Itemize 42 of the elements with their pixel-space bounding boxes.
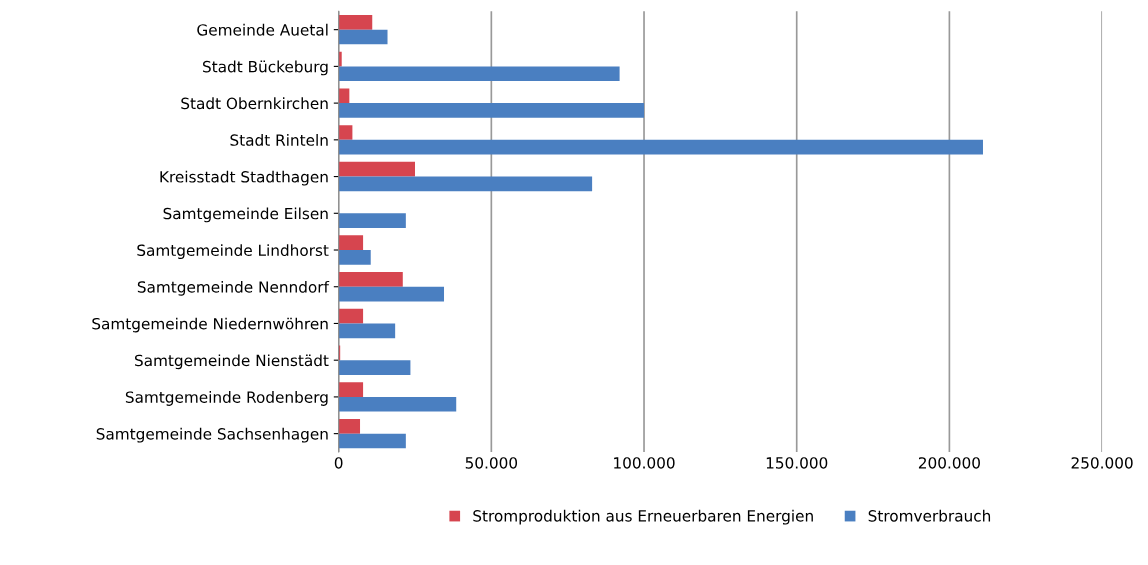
x-tick-label: 250.000: [1071, 457, 1133, 469]
bar: [338, 235, 364, 251]
bar: [338, 433, 406, 449]
x-tick-label: 0: [334, 457, 343, 469]
bar: [338, 213, 406, 228]
bar: [338, 396, 457, 412]
y-tick-label: Kreisstadt Stadthagen: [160, 170, 328, 186]
bar: [338, 161, 415, 177]
x-tick-label: 150.000: [766, 457, 828, 469]
legend-label: Stromverbrauch: [868, 509, 991, 522]
y-tick-label: Samtgemeinde Eilsen: [163, 207, 328, 223]
bar: [338, 286, 445, 302]
y-tick-label: Samtgemeinde Nenndorf: [137, 280, 330, 296]
bar: [338, 176, 593, 192]
bar: [338, 103, 645, 118]
y-tick-label: Samtgemeinde Sachsenhagen: [96, 427, 328, 443]
legend-label: Stromproduktion aus Erneuerbaren Energien: [473, 509, 813, 525]
y-tick-label: Stadt Bückeburg: [203, 60, 328, 76]
y-tick-label: Stadt Obernkirchen: [181, 97, 328, 110]
bar: [338, 272, 403, 287]
x-tick-label: 100.000: [614, 457, 675, 469]
x-tick-label: 200.000: [918, 457, 980, 469]
bar: [338, 66, 620, 82]
bar: [338, 382, 364, 397]
bar: [338, 14, 373, 30]
bar: [338, 323, 396, 339]
bar: [338, 88, 350, 104]
bar: [338, 51, 342, 67]
bar: [338, 308, 364, 324]
y-tick-label: Samtgemeinde Rodenberg: [125, 391, 328, 406]
bar: [338, 360, 411, 375]
bar: [338, 29, 388, 45]
bar: [338, 125, 353, 140]
y-tick-label: Samtgemeinde Nienstädt: [134, 354, 329, 370]
x-tick-label: 50.000: [465, 457, 518, 469]
bar: [338, 418, 361, 434]
y-tick-label: Samtgemeinde Lindhorst: [137, 244, 329, 259]
y-tick-label: Gemeinde Auetal: [197, 23, 328, 36]
y-tick-label: Stadt Rinteln: [230, 134, 328, 146]
bar: [338, 139, 983, 155]
y-tick-label: Samtgemeinde Niedernwöhren: [92, 317, 328, 333]
bar: [338, 250, 371, 265]
